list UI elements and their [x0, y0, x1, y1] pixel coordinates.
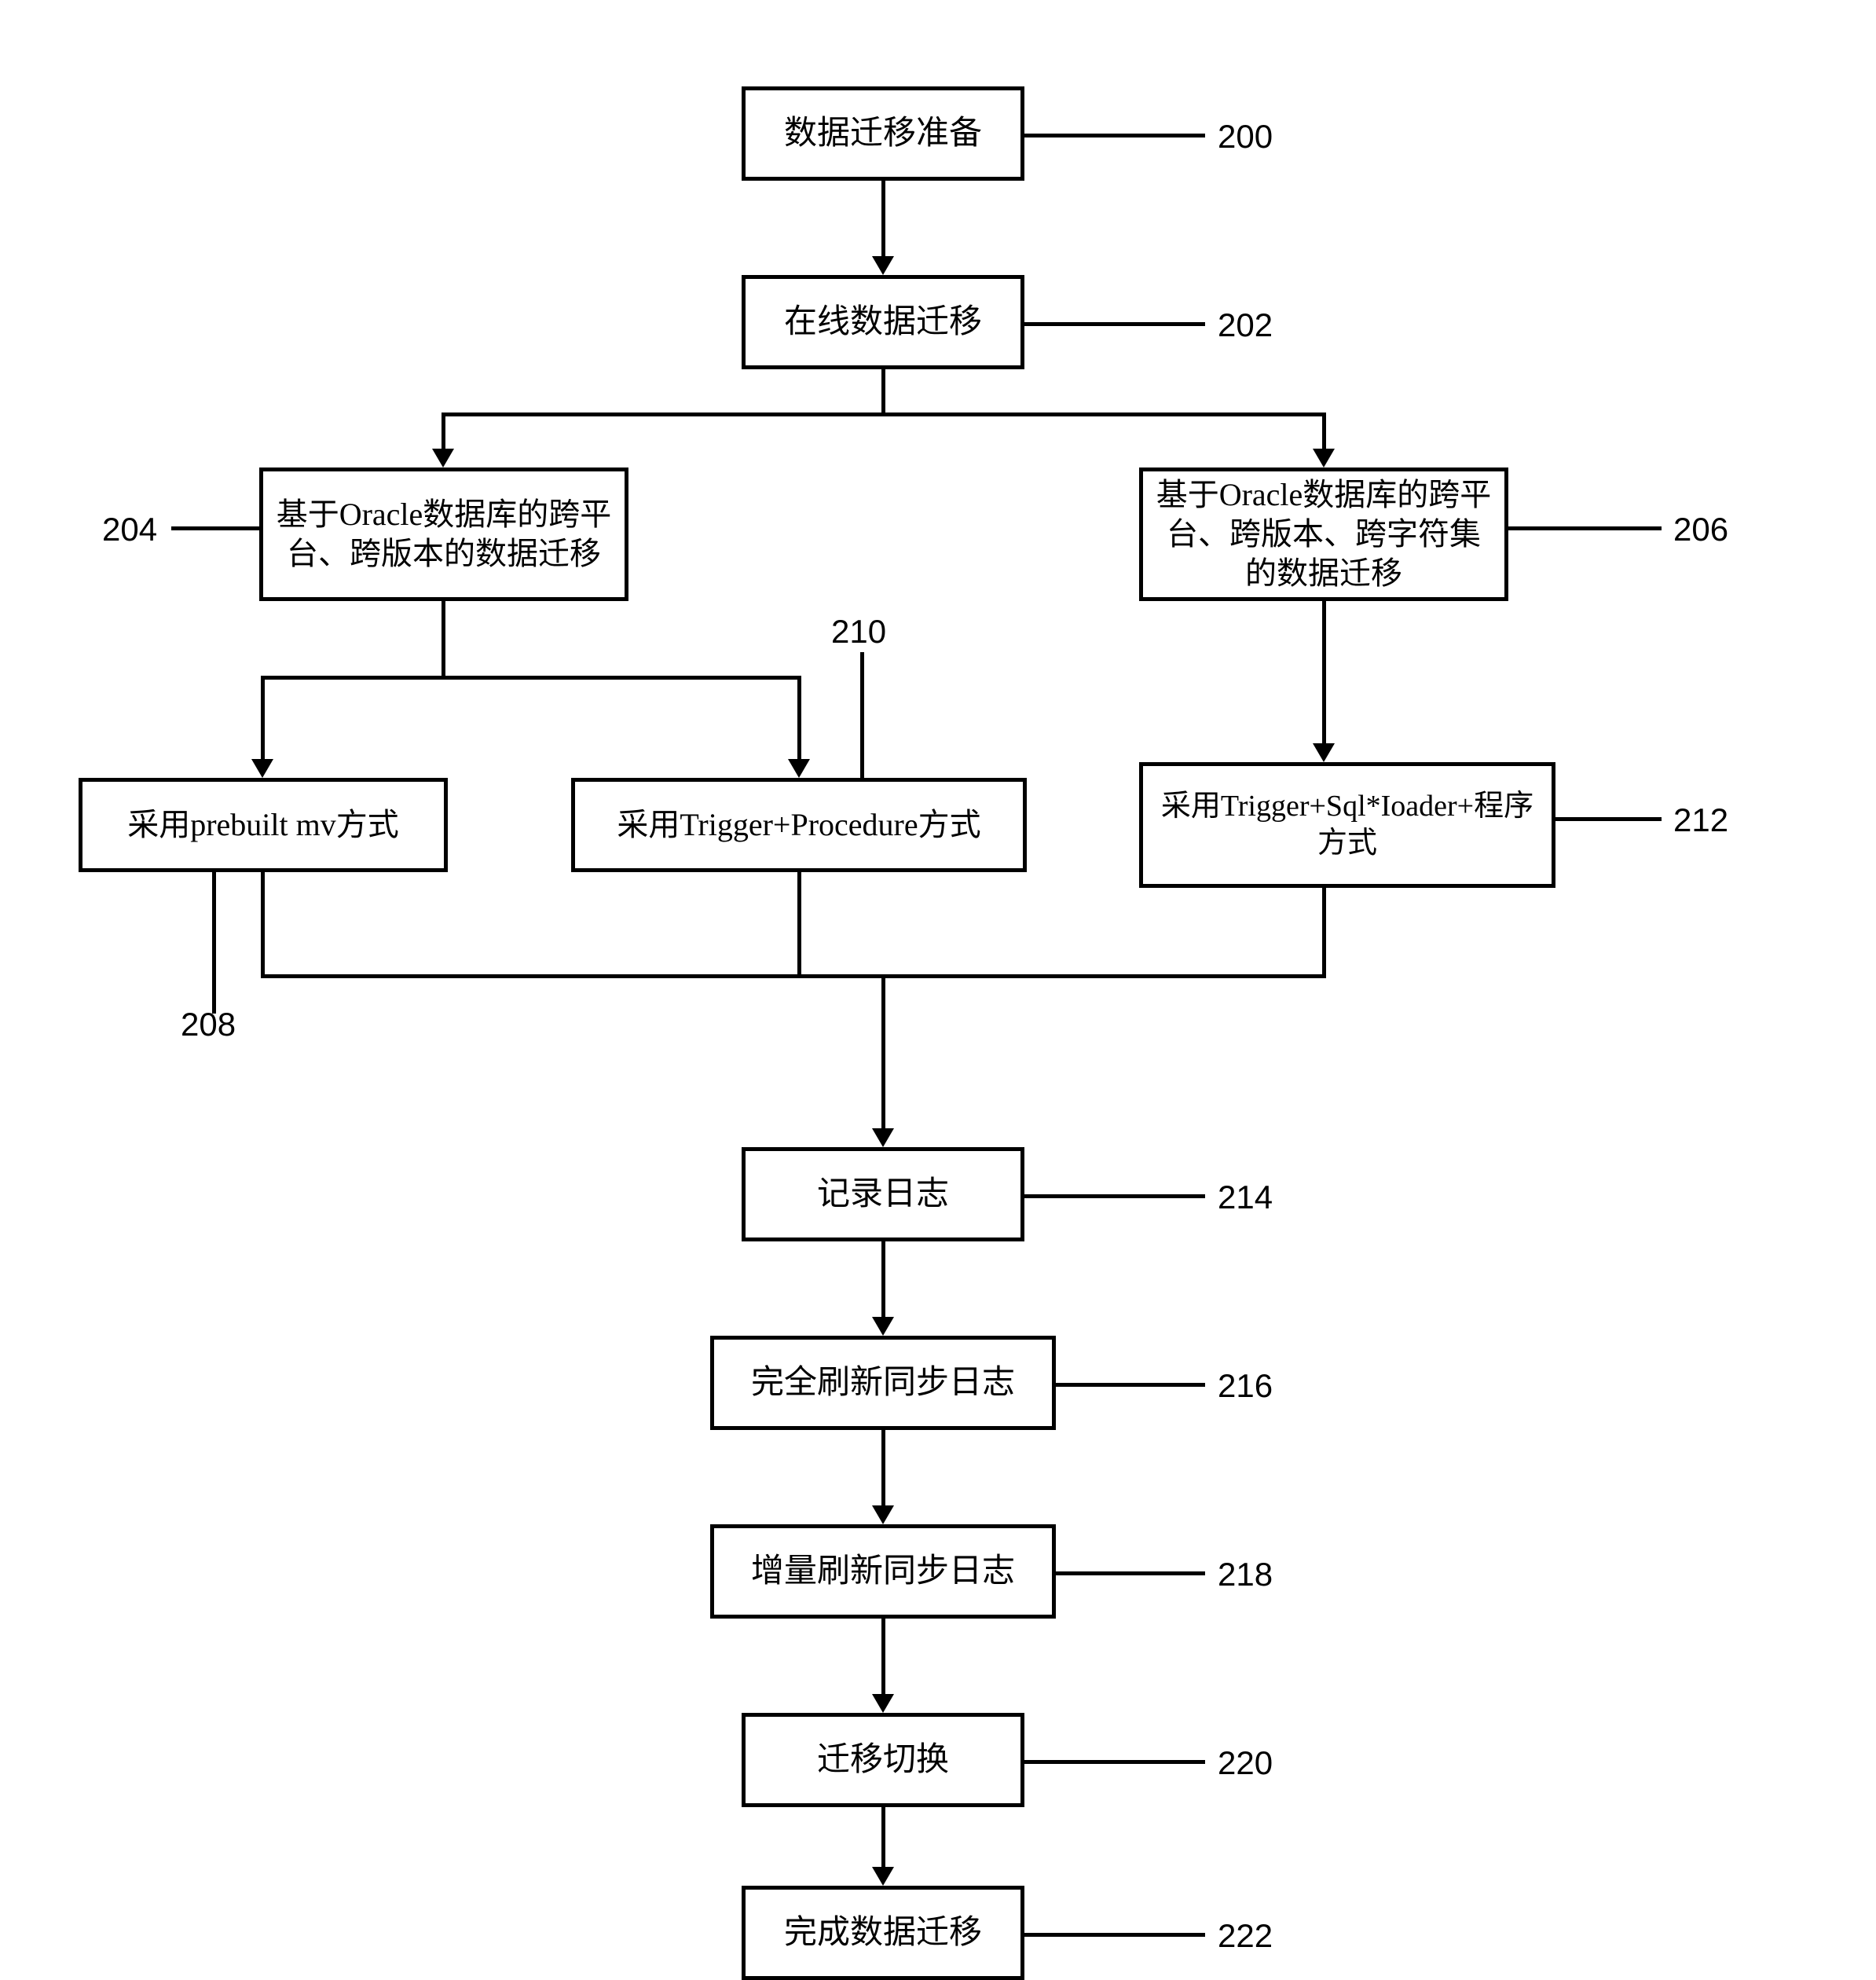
label-204: 204 — [102, 511, 157, 548]
edge-split-208 — [261, 676, 265, 762]
edge-220-222 — [881, 1807, 885, 1870]
label-200: 200 — [1218, 118, 1273, 156]
edge-merge-214 — [881, 974, 885, 1131]
leader-222 — [1024, 1933, 1205, 1937]
label-218: 218 — [1218, 1556, 1273, 1593]
edge-merge-h — [261, 974, 1326, 978]
arrow-split-206 — [1313, 449, 1335, 468]
node-214-text: 记录日志 — [817, 1174, 949, 1216]
leader-200 — [1024, 134, 1205, 138]
arrow-220-222 — [872, 1867, 894, 1886]
node-212: 采用Trigger+Sql*Ioader+程序方式 — [1139, 762, 1555, 888]
node-208: 采用prebuilt mv方式 — [79, 778, 448, 872]
label-216: 216 — [1218, 1367, 1273, 1405]
node-200-text: 数据迁移准备 — [784, 113, 982, 155]
arrow-218-220 — [872, 1694, 894, 1713]
edge-split-h — [442, 412, 1326, 416]
edge-212-merge — [1322, 888, 1326, 974]
arrow-split-204 — [432, 449, 454, 468]
label-202: 202 — [1218, 306, 1273, 344]
edge-206-212 — [1322, 601, 1326, 746]
label-212: 212 — [1673, 801, 1728, 839]
arrow-216-218 — [872, 1505, 894, 1524]
node-204: 基于Oracle数据库的跨平台、跨版本的数据迁移 — [259, 468, 628, 601]
edge-210-merge — [797, 872, 801, 974]
node-220: 迁移切换 — [742, 1713, 1024, 1807]
node-202-text: 在线数据迁移 — [784, 302, 982, 343]
arrow-split-208 — [251, 759, 273, 778]
leader-208-v — [212, 872, 216, 1014]
edge-204-split — [442, 601, 445, 680]
leader-216 — [1056, 1383, 1205, 1387]
label-220: 220 — [1218, 1744, 1273, 1782]
edge-218-220 — [881, 1619, 885, 1697]
node-220-text: 迁移切换 — [817, 1740, 949, 1781]
node-218: 增量刷新同步日志 — [710, 1524, 1056, 1619]
label-210: 210 — [831, 613, 886, 651]
label-208: 208 — [181, 1006, 236, 1043]
leader-202 — [1024, 322, 1205, 326]
leader-212 — [1555, 817, 1662, 821]
leader-218 — [1056, 1571, 1205, 1575]
arrow-split-210 — [788, 759, 810, 778]
flowchart-canvas: 数据迁移准备 在线数据迁移 基于Oracle数据库的跨平台、跨版本的数据迁移 基… — [0, 0, 1876, 1964]
edge-202-split — [881, 369, 885, 416]
leader-206 — [1508, 526, 1662, 530]
edge-214-216 — [881, 1241, 885, 1320]
edge-split-204 — [442, 412, 445, 452]
node-222-text: 完成数据迁移 — [784, 1912, 982, 1954]
node-218-text: 增量刷新同步日志 — [751, 1551, 1015, 1593]
edge-split-210 — [797, 676, 801, 762]
arrow-206-212 — [1313, 743, 1335, 762]
leader-214 — [1024, 1194, 1205, 1198]
node-208-text: 采用prebuilt mv方式 — [127, 805, 399, 845]
node-206-text: 基于Oracle数据库的跨平台、跨版本、跨字符集的数据迁移 — [1156, 475, 1492, 593]
node-204-text: 基于Oracle数据库的跨平台、跨版本的数据迁移 — [276, 495, 612, 574]
node-210: 采用Trigger+Procedure方式 — [571, 778, 1027, 872]
arrow-merge-214 — [872, 1128, 894, 1147]
leader-220 — [1024, 1760, 1205, 1764]
node-200: 数据迁移准备 — [742, 86, 1024, 181]
edge-204-split-h — [261, 676, 801, 680]
arrow-214-216 — [872, 1317, 894, 1336]
edge-208-merge — [261, 872, 265, 974]
node-202: 在线数据迁移 — [742, 275, 1024, 369]
node-212-text: 采用Trigger+Sql*Ioader+程序方式 — [1156, 788, 1539, 863]
node-216-text: 完全刷新同步日志 — [751, 1362, 1015, 1404]
edge-216-218 — [881, 1430, 885, 1509]
edge-split-206 — [1322, 412, 1326, 452]
node-214: 记录日志 — [742, 1147, 1024, 1241]
leader-204 — [171, 526, 259, 530]
leader-210-v — [860, 652, 864, 778]
label-222: 222 — [1218, 1917, 1273, 1955]
node-216: 完全刷新同步日志 — [710, 1336, 1056, 1430]
arrow-200-202 — [872, 256, 894, 275]
label-214: 214 — [1218, 1179, 1273, 1216]
edge-200-202 — [881, 181, 885, 259]
label-206: 206 — [1673, 511, 1728, 548]
node-206: 基于Oracle数据库的跨平台、跨版本、跨字符集的数据迁移 — [1139, 468, 1508, 601]
node-222: 完成数据迁移 — [742, 1886, 1024, 1980]
node-210-text: 采用Trigger+Procedure方式 — [617, 805, 980, 845]
